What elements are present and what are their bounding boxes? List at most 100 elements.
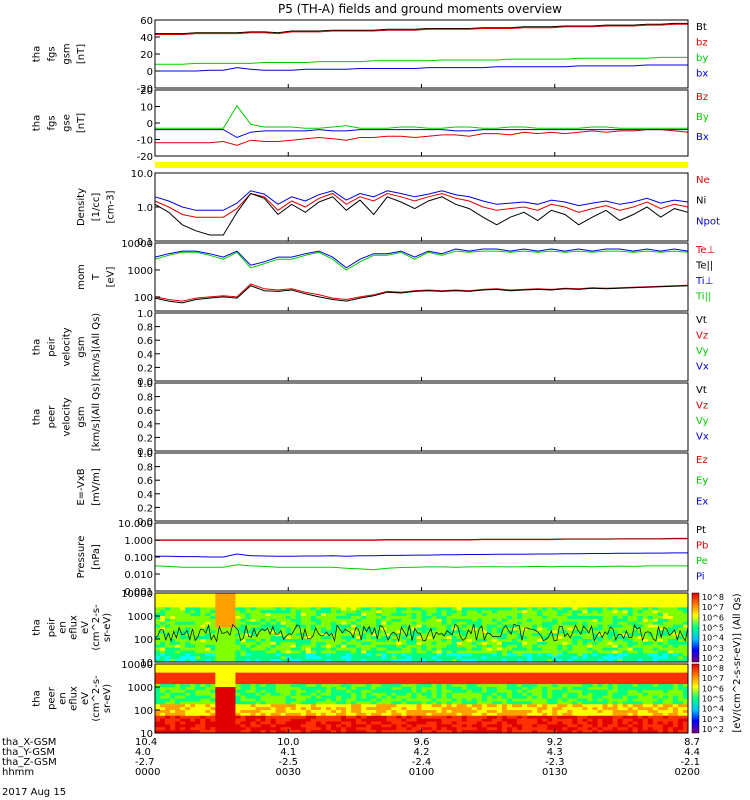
spectrogram-cell: [325, 627, 332, 631]
spectrogram-cell: [421, 650, 427, 654]
legend-entry: Npot: [696, 216, 720, 227]
spectrogram-cell: [431, 624, 437, 628]
spectrogram-cell: [501, 684, 508, 688]
spectrogram-cell: [210, 701, 216, 705]
spectrogram-cell: [406, 598, 412, 602]
spectrogram-cell: [305, 701, 312, 705]
spectrogram-cell: [441, 704, 447, 708]
series-line-By: [155, 104, 688, 129]
spectrogram-cell: [205, 724, 211, 728]
spectrogram-cell: [672, 639, 679, 643]
spectrogram-cell: [205, 715, 211, 719]
spectrogram-cell: [567, 687, 573, 691]
spectrogram-cell: [642, 595, 649, 600]
spectrogram-cell: [627, 621, 633, 625]
spectrogram-cell: [245, 669, 251, 673]
spectrogram-cell: [607, 659, 613, 663]
spectrogram-cell: [285, 715, 292, 719]
spectrogram-cell: [537, 627, 543, 631]
spectrogram-cell: [466, 730, 473, 734]
spectrogram-cell: [612, 604, 618, 608]
spectrogram-cell: [562, 624, 568, 628]
spectrogram-cell: [406, 687, 412, 691]
spectrogram-cell: [527, 604, 533, 608]
spectrogram-cell: [446, 618, 452, 623]
spectrogram-cell: [396, 613, 402, 617]
spectrogram-cell: [376, 624, 382, 628]
spectrogram-cell: [486, 664, 493, 668]
spectrogram-cell: [461, 727, 468, 731]
spectrogram-cell: [562, 718, 568, 722]
spectrogram-cell: [155, 604, 161, 608]
spectrogram-cell: [547, 669, 553, 673]
spectrogram-cell: [315, 659, 322, 663]
spectrogram-cell: [245, 718, 251, 722]
spectrogram-cell: [667, 641, 674, 646]
spectrogram-cell: [386, 621, 392, 625]
spectrogram-cell: [642, 647, 649, 651]
spectrogram-cell: [421, 687, 427, 691]
spectrogram-cell: [361, 607, 367, 611]
spectrogram-cell: [320, 666, 327, 671]
spectrogram-cell: [155, 593, 161, 597]
spectrogram-cell: [647, 650, 654, 654]
spectrogram-cell: [486, 718, 493, 722]
spectrogram-cell: [155, 610, 161, 614]
spectrogram-cell: [436, 613, 442, 617]
spectrogram-cell: [501, 641, 508, 646]
spectrogram-cell: [431, 647, 437, 651]
spectrogram-cell: [305, 644, 312, 648]
spectrogram-cell: [542, 621, 548, 625]
spectrogram-cell: [371, 698, 377, 702]
spectrogram-cell: [617, 618, 623, 623]
spectrogram-cell: [612, 701, 618, 705]
spectrogram-cell: [506, 715, 513, 719]
spectrogram-cell: [280, 695, 287, 699]
spectrogram-cell: [285, 678, 292, 682]
spectrogram-cell: [622, 601, 628, 605]
spectrogram-cell: [305, 727, 312, 731]
spectrogram-cell: [527, 636, 533, 640]
spectrogram-cell: [155, 689, 161, 694]
spectrogram-cell: [280, 669, 287, 673]
spectrogram-cell: [225, 650, 231, 654]
spectrogram-cell: [577, 681, 583, 685]
spectrogram-cell: [376, 613, 382, 617]
spectrogram-cell: [617, 607, 623, 611]
spectrogram-cell: [552, 616, 558, 620]
spectrogram-cell: [577, 647, 583, 651]
spectrogram-cell: [426, 669, 432, 673]
spectrogram-cell: [341, 659, 347, 663]
spectrogram-cell: [592, 595, 598, 600]
spectrogram-cell: [165, 687, 171, 691]
spectrogram-cell: [210, 621, 216, 625]
spectrogram-cell: [617, 633, 623, 637]
spectrogram-cell: [391, 618, 397, 623]
spectrogram-cell: [250, 704, 256, 708]
spectrogram-cell: [496, 712, 503, 717]
spectrogram-cell: [426, 666, 432, 671]
spectrogram-cell: [567, 639, 573, 643]
spectrogram-cell: [376, 684, 382, 688]
spectrogram-cell: [501, 621, 508, 625]
spectrogram-cell: [396, 704, 402, 708]
spectrogram-cell: [542, 593, 548, 597]
spectrogram-cell: [285, 613, 292, 617]
spectrogram-cell: [300, 718, 307, 722]
spectrogram-cell: [481, 675, 488, 679]
spectrogram-cell: [416, 704, 422, 708]
spectrogram-cell: [386, 639, 392, 643]
spectrogram-cell: [421, 598, 427, 602]
spectrogram-cell: [657, 613, 664, 617]
spectrogram-cell: [617, 656, 623, 660]
spectrogram-cell: [235, 627, 241, 631]
spectrogram-cell: [406, 704, 412, 708]
spectrogram-cell: [260, 721, 266, 725]
spectrogram-cell: [401, 639, 407, 643]
spectrogram-cell: [200, 593, 206, 597]
spectrogram-cell: [330, 692, 337, 696]
spectrogram-cell: [496, 644, 503, 648]
spectrogram-cell: [612, 593, 618, 597]
spectrogram-cell: [451, 659, 457, 663]
spectrogram-cell: [657, 644, 664, 648]
